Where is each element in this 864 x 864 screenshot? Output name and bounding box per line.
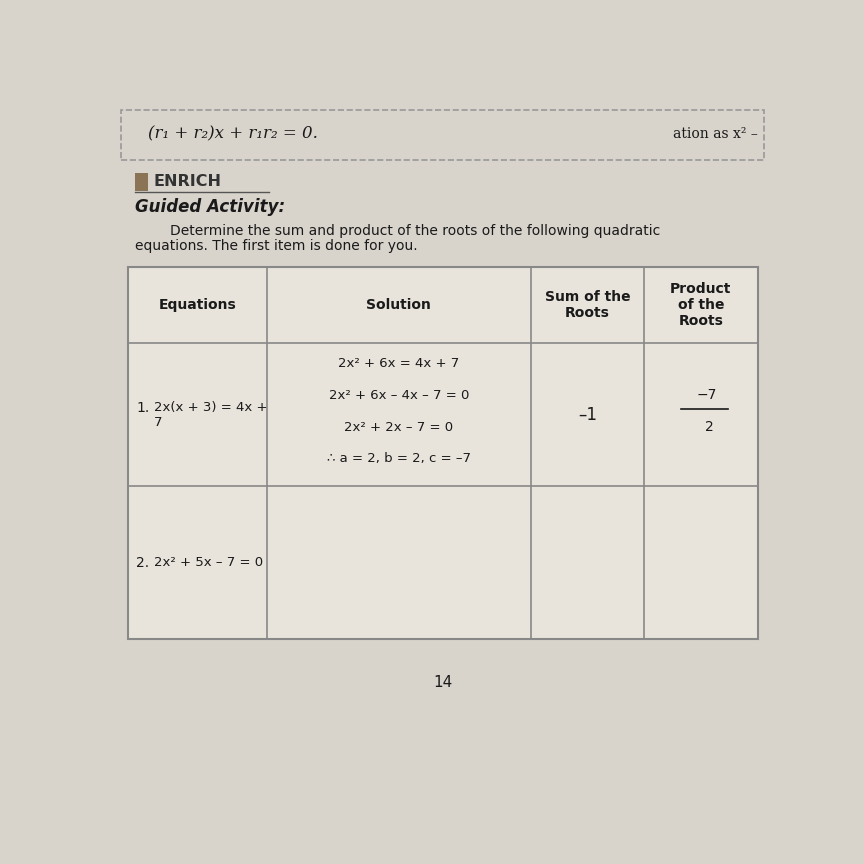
Text: 2x² + 6x = 4x + 7: 2x² + 6x = 4x + 7 [338, 357, 460, 370]
Text: Equations: Equations [158, 298, 236, 312]
Text: ∴ a = 2, b = 2, c = –7: ∴ a = 2, b = 2, c = –7 [327, 453, 471, 466]
FancyBboxPatch shape [128, 267, 758, 639]
Text: 2.: 2. [137, 556, 149, 569]
Text: Solution: Solution [366, 298, 431, 312]
Text: 2x² + 6x – 4x – 7 = 0: 2x² + 6x – 4x – 7 = 0 [328, 389, 469, 402]
Text: 2x² + 2x – 7 = 0: 2x² + 2x – 7 = 0 [344, 421, 454, 434]
Text: 2x² + 5x – 7 = 0: 2x² + 5x – 7 = 0 [154, 556, 263, 569]
Text: 14: 14 [433, 675, 453, 690]
Text: (r₁ + r₂)x + r₁r₂ = 0.: (r₁ + r₂)x + r₁r₂ = 0. [149, 126, 318, 143]
Text: ENRICH: ENRICH [154, 174, 221, 189]
Text: equations. The first item is done for you.: equations. The first item is done for yo… [135, 239, 417, 253]
Text: Determine the sum and product of the roots of the following quadratic: Determine the sum and product of the roo… [135, 225, 660, 238]
Text: Product
of the
Roots: Product of the Roots [670, 282, 732, 328]
Text: 2x(x + 3) = 4x +
7: 2x(x + 3) = 4x + 7 [154, 401, 267, 429]
FancyBboxPatch shape [135, 173, 149, 191]
Text: 1.: 1. [137, 401, 149, 415]
Text: ation as x² –: ation as x² – [673, 127, 758, 142]
Text: 2: 2 [704, 420, 714, 434]
FancyBboxPatch shape [121, 111, 764, 160]
Text: Guided Activity:: Guided Activity: [135, 198, 285, 216]
Text: –1: –1 [578, 406, 597, 423]
Text: Sum of the
Roots: Sum of the Roots [545, 289, 631, 320]
Text: −7: −7 [696, 388, 716, 402]
